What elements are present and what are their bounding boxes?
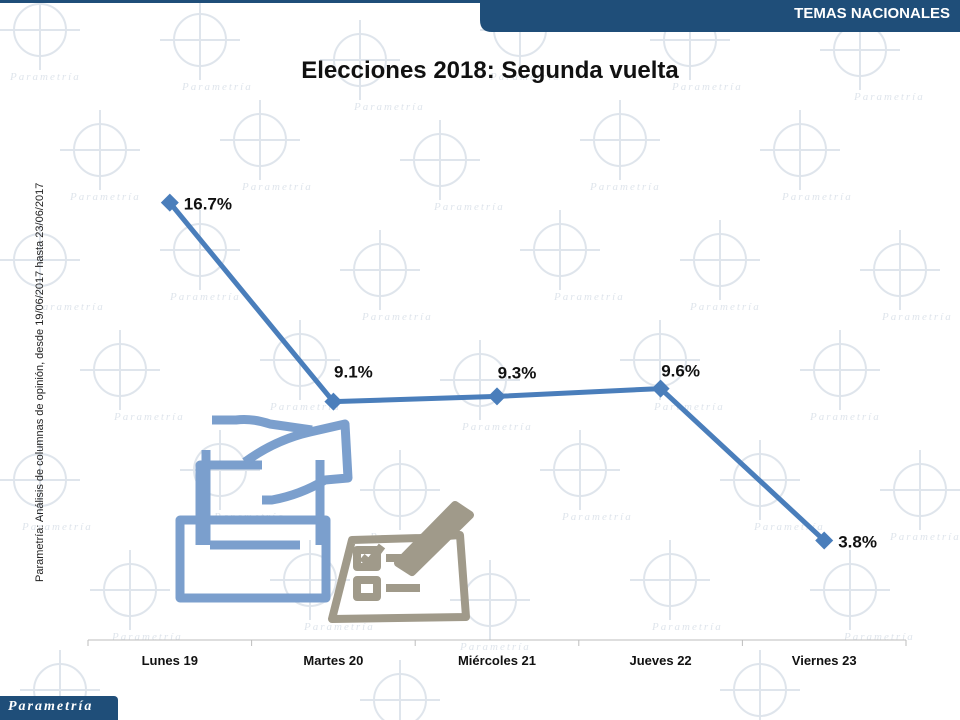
svg-text:Parametría: Parametría <box>589 181 661 193</box>
data-label: 16.7% <box>184 195 232 214</box>
checklist-pencil-icon <box>328 501 474 623</box>
data-label: 9.3% <box>498 363 537 382</box>
top-banner <box>0 0 960 32</box>
svg-text:Parametría: Parametría <box>9 71 81 83</box>
svg-text:Parametría: Parametría <box>113 411 185 423</box>
brand-bar: Parametría <box>0 696 118 720</box>
svg-text:Parametría: Parametría <box>489 71 561 83</box>
svg-text:Parametría: Parametría <box>169 291 241 303</box>
svg-text:Parametría: Parametría <box>241 181 313 193</box>
svg-text:Parametría: Parametría <box>889 531 960 543</box>
svg-text:Parametría: Parametría <box>353 101 425 113</box>
svg-text:Parametría: Parametría <box>689 301 761 313</box>
data-label: 3.8% <box>838 532 877 551</box>
svg-text:Parametría: Parametría <box>653 401 725 413</box>
data-point-marker <box>160 193 179 212</box>
data-point-marker <box>488 387 506 406</box>
x-tick-label: Viernes 23 <box>792 653 857 668</box>
svg-text:Parametría: Parametría <box>781 191 853 203</box>
svg-text:Parametría: Parametría <box>853 91 925 103</box>
svg-text:Parametría: Parametría <box>881 311 953 323</box>
svg-text:Parametría: Parametría <box>459 641 531 653</box>
svg-text:Parametría: Parametría <box>33 301 105 313</box>
ballot-box-icon <box>175 415 353 603</box>
svg-text:Parametría: Parametría <box>361 311 433 323</box>
data-point-marker <box>324 392 343 411</box>
x-tick-label: Martes 20 <box>303 653 363 668</box>
svg-text:Parametría: Parametría <box>21 521 93 533</box>
svg-text:Parametría: Parametría <box>809 411 881 423</box>
x-tick-label: Miércoles 21 <box>458 653 536 668</box>
svg-text:Parametría: Parametría <box>553 291 625 303</box>
brand-logo-text: Parametría <box>8 699 94 714</box>
svg-text:Parametría: Parametría <box>303 621 375 633</box>
chart-title: Elecciones 2018: Segunda vuelta <box>301 57 679 84</box>
svg-text:Parametría: Parametría <box>269 401 341 413</box>
svg-text:Parametría: Parametría <box>461 421 533 433</box>
svg-text:Parametría: Parametría <box>69 191 141 203</box>
x-tick-label: Lunes 19 <box>142 653 198 668</box>
data-point-marker <box>651 379 670 398</box>
svg-text:Parametría: Parametría <box>181 81 253 93</box>
svg-text:Parametría: Parametría <box>433 201 505 213</box>
svg-text:Parametría: Parametría <box>561 511 633 523</box>
data-label: 9.1% <box>334 363 373 382</box>
data-label: 9.6% <box>661 362 700 381</box>
svg-text:Parametría: Parametría <box>671 81 743 93</box>
section-label: TEMAS NACIONALES <box>794 5 950 22</box>
svg-text:Parametría: Parametría <box>651 621 723 633</box>
x-tick-label: Jueves 22 <box>630 653 692 668</box>
data-point-marker <box>815 531 834 550</box>
